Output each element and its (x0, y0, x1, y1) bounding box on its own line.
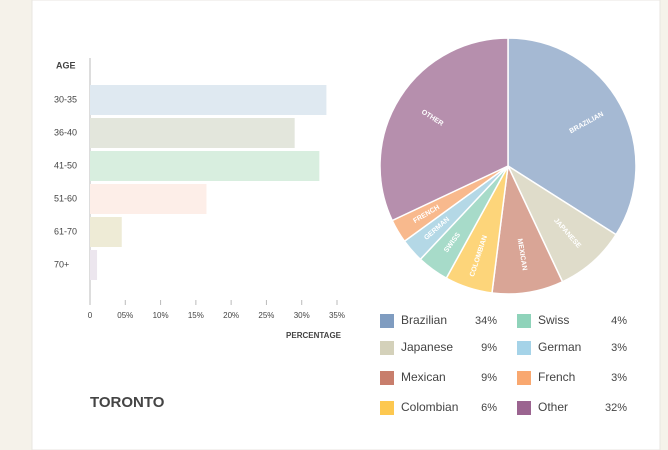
legend-swatch (380, 314, 394, 328)
legend-value: 9% (481, 372, 497, 384)
legend-label: Other (538, 400, 568, 414)
legend-swatch (380, 341, 394, 355)
y-tick-label: 51-60 (54, 193, 77, 203)
x-tick-label: 15% (188, 311, 204, 320)
city-title: TORONTO (90, 394, 165, 411)
legend-swatch (517, 371, 531, 385)
legend-label: German (538, 340, 581, 354)
y-tick-label: 61-70 (54, 226, 77, 236)
x-tick-label: 0 (88, 311, 93, 320)
legend-label: French (538, 370, 575, 384)
legend-swatch (517, 314, 531, 328)
x-tick-label: 10% (153, 311, 169, 320)
legend-value: 3% (611, 372, 627, 384)
bar (90, 217, 122, 247)
legend-swatch (380, 371, 394, 385)
legend-label: Mexican (401, 370, 446, 384)
bar (90, 151, 320, 181)
legend-label: Colombian (401, 400, 458, 414)
legend-swatch (517, 341, 531, 355)
legend-label: Japanese (401, 340, 453, 354)
x-tick-label: 35% (329, 311, 345, 320)
legend-value: 9% (481, 342, 497, 354)
y-tick-label: 30-35 (54, 94, 77, 104)
y-tick-label: 70+ (54, 259, 69, 269)
x-axis-title: PERCENTAGE (286, 331, 342, 340)
legend-label: Swiss (538, 313, 569, 327)
y-tick-label: 36-40 (54, 127, 77, 137)
legend-value: 6% (481, 402, 497, 414)
legend-value: 34% (475, 315, 497, 327)
bar (90, 118, 295, 148)
legend-value: 4% (611, 315, 627, 327)
x-tick-label: 20% (223, 311, 239, 320)
bar (90, 184, 207, 214)
legend-label: Brazilian (401, 313, 447, 327)
legend-value: 32% (605, 402, 627, 414)
bar (90, 250, 98, 280)
legend-swatch (380, 401, 394, 415)
bar (90, 85, 327, 115)
pie-slice (379, 37, 509, 222)
y-axis-title: AGE (56, 60, 76, 70)
x-tick-label: 05% (117, 311, 133, 320)
x-tick-label: 25% (258, 311, 274, 320)
legend-swatch (517, 401, 531, 415)
x-tick-label: 30% (294, 311, 310, 320)
slice-label: MEXICAN (516, 238, 528, 271)
legend-value: 3% (611, 342, 627, 354)
y-tick-label: 41-50 (54, 160, 77, 170)
